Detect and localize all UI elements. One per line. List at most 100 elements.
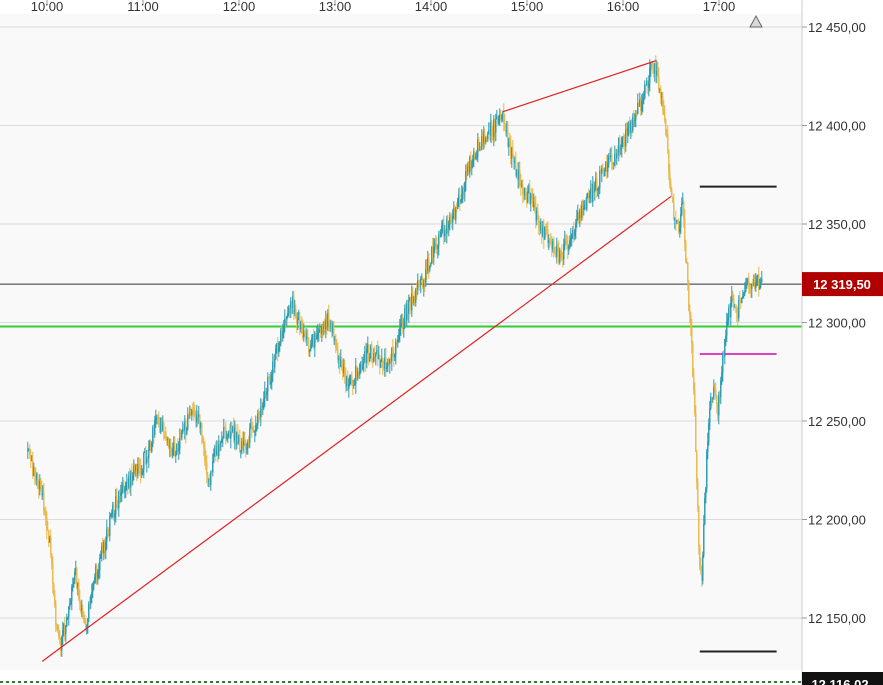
candle-body [527, 191, 529, 203]
candle-body [362, 364, 364, 370]
candle-body [98, 570, 100, 573]
candle-body [612, 161, 614, 164]
candle-body [190, 413, 192, 416]
candle-body [411, 293, 413, 311]
candle-body [630, 122, 632, 133]
candle-body [734, 306, 736, 308]
candle-body [158, 416, 160, 425]
candle-body [347, 376, 349, 390]
candle-body [480, 148, 482, 150]
candle-body [171, 450, 173, 456]
candle-body [703, 523, 705, 556]
candle-body [141, 472, 143, 475]
candle-body [714, 387, 716, 391]
candle-body [355, 366, 357, 385]
candle-body [753, 282, 755, 286]
candle-body [681, 202, 683, 215]
candle-body [419, 283, 421, 285]
candle-body [271, 374, 273, 382]
candle-body [541, 221, 543, 236]
candle-body [405, 308, 407, 321]
candle-body [512, 148, 514, 157]
candle-body [570, 237, 572, 240]
candle-body [438, 234, 440, 246]
candle-body [303, 331, 305, 338]
candle-body [273, 361, 275, 368]
candle-body [562, 256, 564, 260]
candle-body [579, 210, 581, 219]
candle-body [463, 189, 465, 192]
candle-body [501, 117, 503, 119]
candle-body [295, 309, 297, 318]
candle-body [183, 428, 185, 430]
candle-body [254, 431, 256, 433]
candle-body [83, 612, 85, 620]
candle-body [337, 349, 339, 361]
candle-body [605, 161, 607, 171]
candle-body [724, 339, 726, 357]
candle-body [297, 318, 299, 324]
candle-body [733, 298, 735, 308]
candle-body [517, 170, 519, 180]
candle-body [161, 417, 163, 430]
candle-body [673, 202, 675, 221]
candle-body [305, 333, 307, 340]
candle-body [706, 451, 708, 489]
candle-body [206, 462, 208, 475]
candle-body [112, 504, 114, 514]
candle-body [318, 330, 320, 333]
scroll-top-arrow-shape[interactable] [749, 14, 763, 28]
candle-body [668, 151, 670, 173]
candle-body [193, 410, 195, 413]
candle-body [464, 182, 466, 192]
candle-body [539, 228, 541, 231]
candle-body [682, 202, 684, 204]
candle-body [135, 464, 137, 471]
candle-body [324, 326, 326, 329]
candle-body [735, 306, 737, 308]
candle-body [284, 318, 286, 328]
candle-body [358, 371, 360, 376]
candle-body [278, 346, 280, 353]
candle-body [736, 307, 738, 313]
candle-body [117, 505, 119, 509]
candle-body [596, 178, 598, 191]
candle-body [246, 448, 248, 450]
candle-body [111, 513, 113, 515]
candle-body [292, 296, 294, 308]
candle-body [737, 312, 739, 318]
candle-body [650, 62, 652, 68]
candle-body [150, 442, 152, 452]
candle-body [79, 599, 81, 604]
candle-body [631, 122, 633, 131]
candle-body [283, 327, 285, 334]
candle-body [593, 184, 595, 193]
candle-body [201, 423, 203, 436]
candle-body [680, 214, 682, 228]
candle-body [603, 168, 605, 177]
candle-body [179, 437, 181, 449]
candle-body [182, 428, 184, 433]
candle-body [290, 300, 292, 309]
candle-body [485, 138, 487, 142]
candle-body [378, 355, 380, 360]
candle-body [210, 471, 212, 485]
candle-body [397, 339, 399, 343]
candle-body [340, 358, 342, 368]
candle-body [674, 219, 676, 221]
candle-body [633, 116, 635, 121]
candle-body [169, 445, 171, 448]
candle-body [715, 390, 717, 396]
candle-body [702, 555, 704, 582]
candle-body [421, 278, 423, 280]
scroll-top-icon[interactable] [749, 14, 763, 28]
candle-body [665, 120, 667, 134]
candle-body [396, 341, 398, 343]
candle-body [555, 254, 557, 258]
candle-body [611, 155, 613, 162]
candle-body [566, 241, 568, 243]
candle-body [684, 218, 686, 244]
candle-body [492, 135, 494, 137]
candle-body [559, 250, 561, 263]
candle-body [548, 239, 550, 244]
